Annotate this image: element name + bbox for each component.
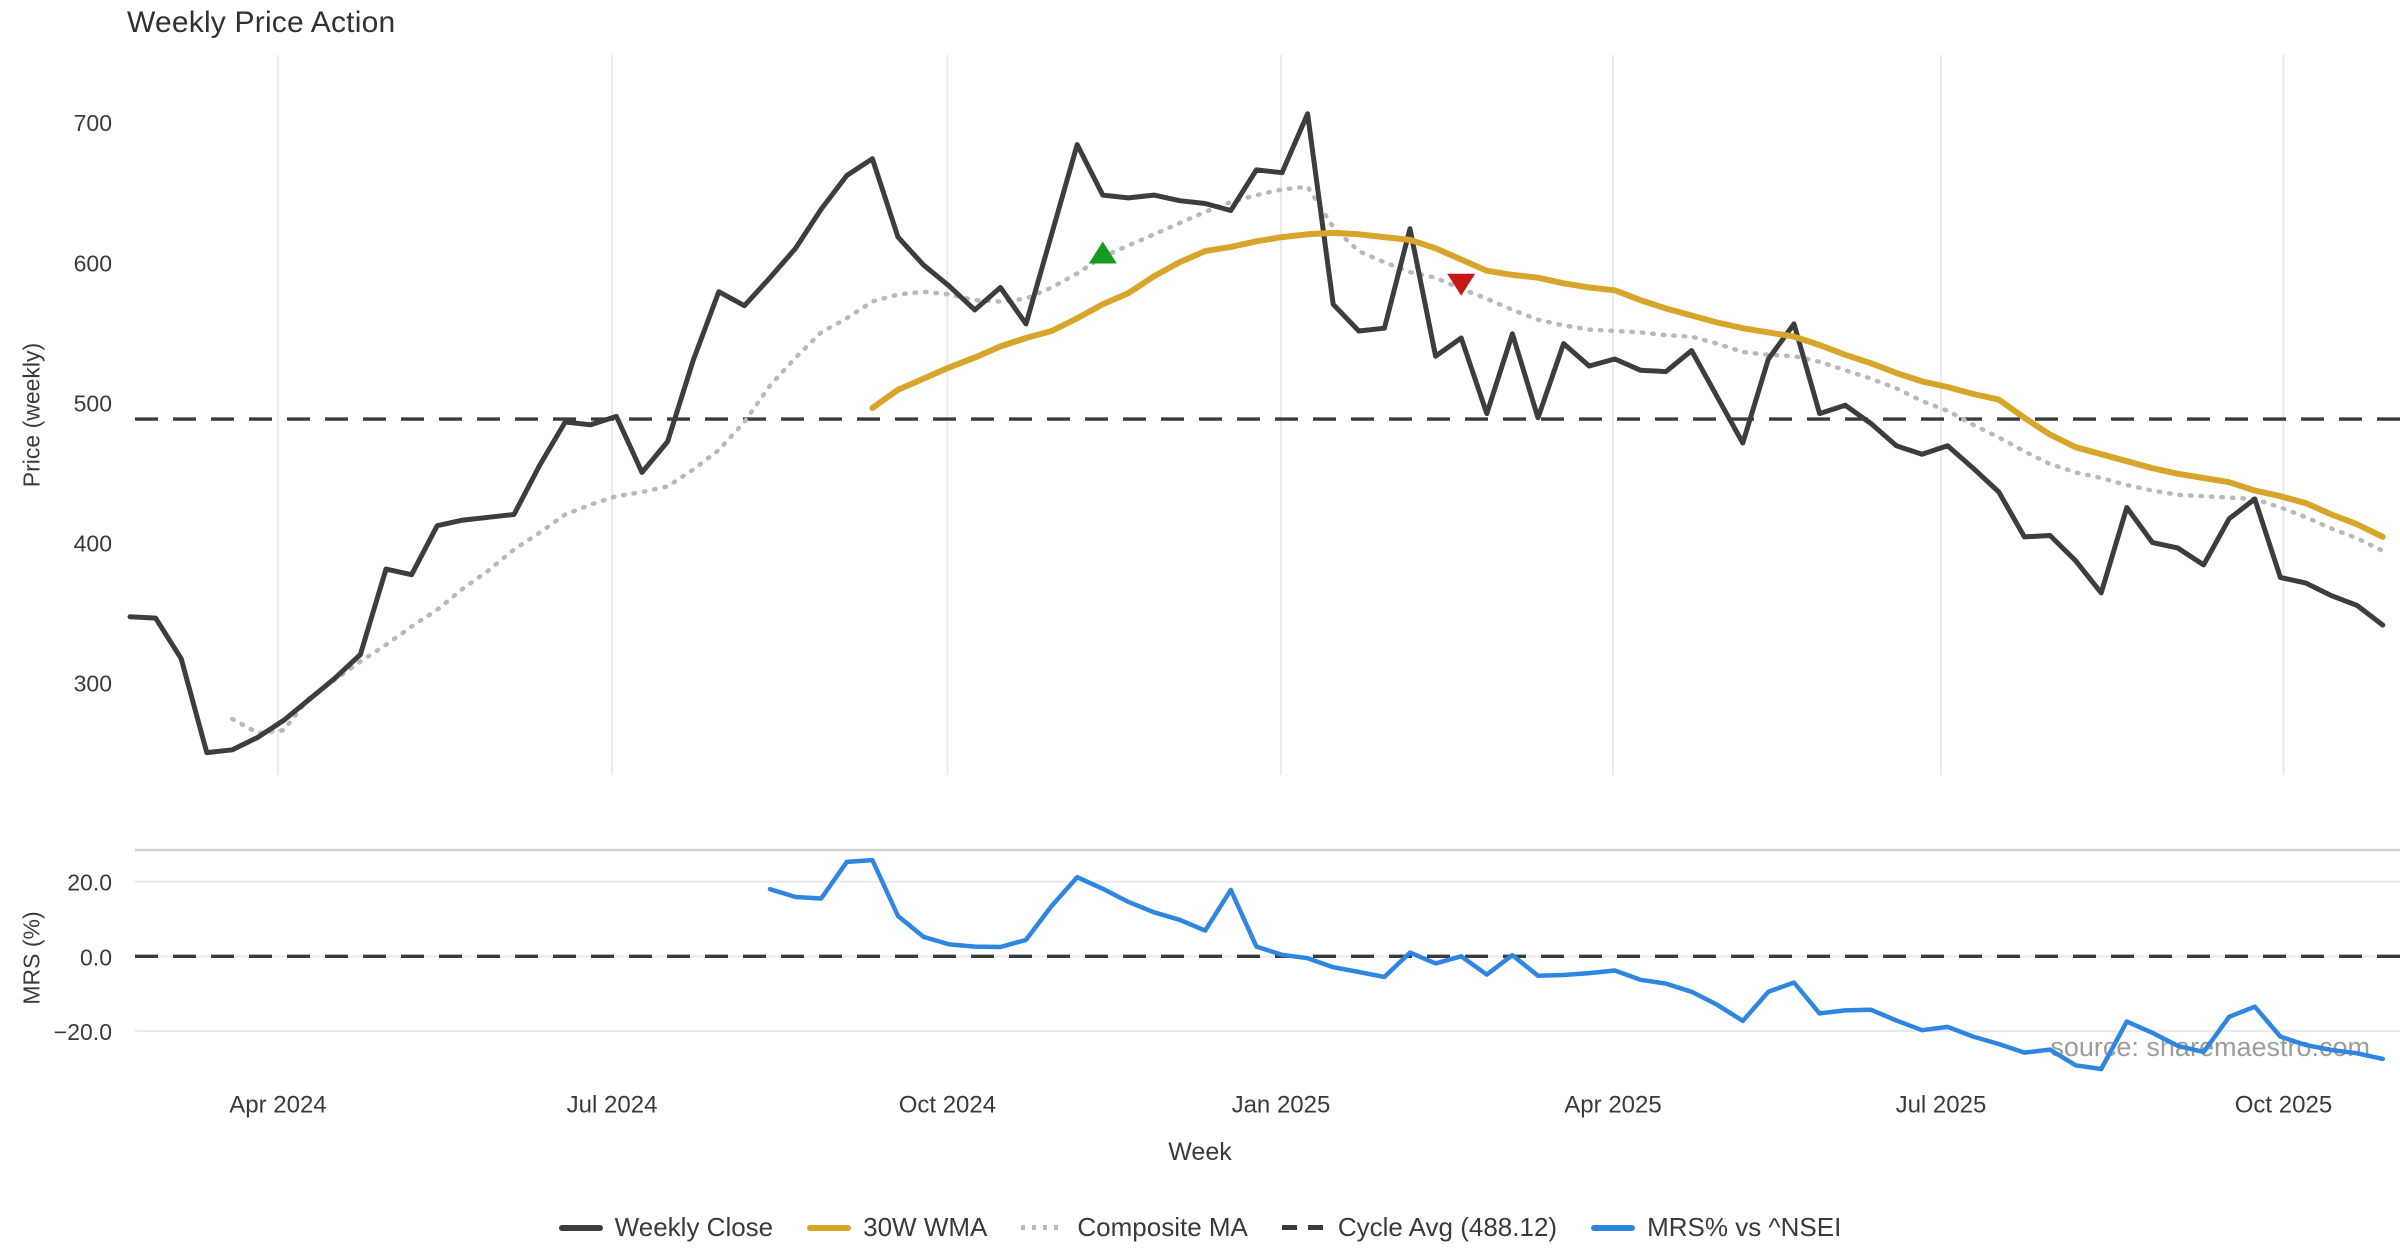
- mrs-tick-label: 20.0: [67, 870, 112, 896]
- legend-swatch: [1591, 1224, 1636, 1231]
- legend-label: 30W WMA: [863, 1212, 988, 1242]
- price-tick-label: 600: [74, 250, 112, 276]
- wma-line: [869, 229, 2386, 540]
- legend-item-mrs-vs-nsei[interactable]: MRS% vs ^NSEI: [1591, 1212, 1841, 1243]
- month-tick-label: Jul 2025: [1896, 1092, 1987, 1119]
- month-tick-label: Apr 2025: [1564, 1092, 1661, 1119]
- legend-swatch: [1021, 1225, 1066, 1230]
- x-axis-label: Week: [1168, 1138, 1232, 1166]
- y-axis-label-price: Price (weekly): [18, 342, 45, 488]
- legend-swatch: [807, 1224, 852, 1231]
- y-axis-label-mrs: MRS (%): [18, 911, 45, 1005]
- legend-label: Composite MA: [1077, 1212, 1248, 1242]
- legend-item-weekly-close[interactable]: Weekly Close: [558, 1212, 774, 1243]
- month-tick-label: Jul 2024: [567, 1092, 658, 1119]
- legend-item-30w-wma[interactable]: 30W WMA: [807, 1212, 987, 1243]
- legend-item-composite-ma[interactable]: Composite MA: [1021, 1212, 1248, 1243]
- mrs-line: [767, 857, 2386, 1072]
- legend: Weekly Close 30W WMA Composite MA Cycle Avg…: [0, 1212, 2400, 1243]
- month-tick-label: Jan 2025: [1232, 1092, 1331, 1119]
- sell-signal-marker: [1447, 273, 1476, 296]
- month-tick-label: Apr 2024: [229, 1092, 326, 1119]
- buy-signal-marker: [1088, 241, 1117, 264]
- legend-label: MRS% vs ^NSEI: [1647, 1212, 1842, 1242]
- page-title: Weekly Price Action: [127, 6, 396, 39]
- legend-item-cycle-avg-488-12[interactable]: Cycle Avg (488.12): [1281, 1212, 1558, 1243]
- legend-swatch: [1281, 1225, 1326, 1230]
- weekly-close-line: [127, 111, 2386, 756]
- month-tick-label: Oct 2024: [899, 1092, 996, 1119]
- mrs-tick-label: 0.0: [80, 944, 112, 970]
- price-tick-label: 300: [74, 671, 112, 697]
- price-tick-label: 700: [74, 110, 112, 136]
- price-tick-label: 500: [74, 390, 112, 416]
- legend-swatch: [558, 1224, 603, 1231]
- month-tick-label: Oct 2025: [2235, 1092, 2332, 1119]
- composite-ma-line: [230, 184, 2386, 736]
- legend-label: Weekly Close: [614, 1212, 774, 1242]
- mrs-tick-label: −20.0: [54, 1019, 112, 1045]
- legend-label: Cycle Avg (488.12): [1337, 1212, 1558, 1242]
- price-tick-label: 400: [74, 530, 112, 556]
